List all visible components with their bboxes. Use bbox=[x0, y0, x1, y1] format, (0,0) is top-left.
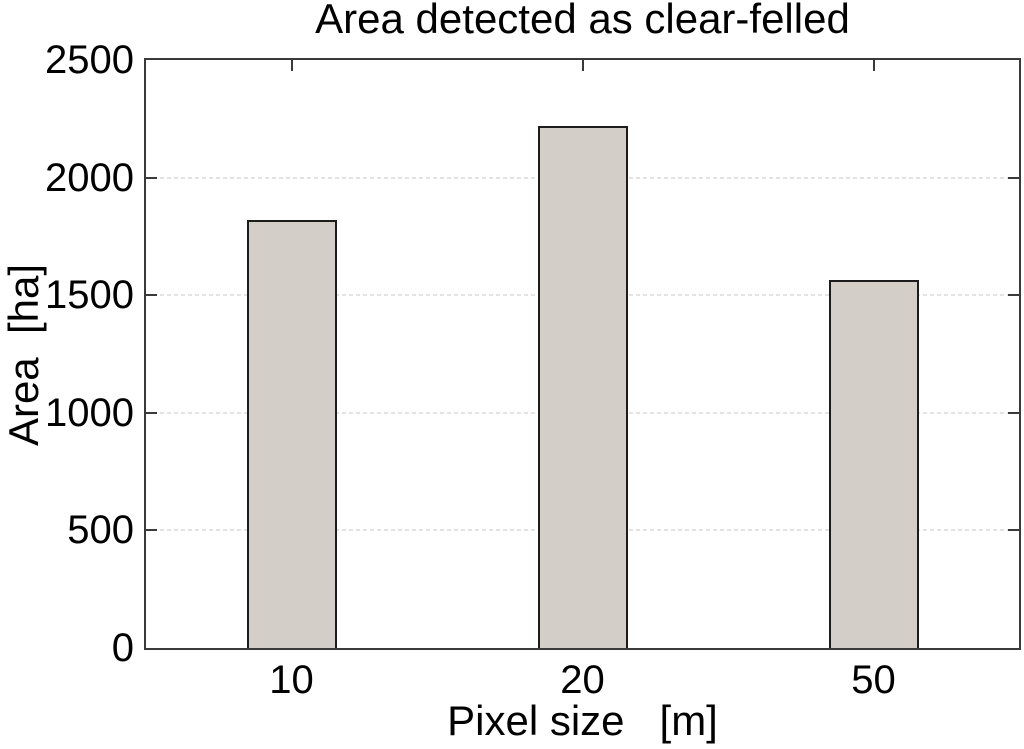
right-tick-y-1000 bbox=[1008, 411, 1019, 414]
y-tick-label-1500: 1500 bbox=[45, 273, 134, 318]
y-tick-label-2500: 2500 bbox=[45, 38, 134, 82]
x-axis-label: Pixel size [m] bbox=[447, 697, 718, 744]
x-tick-label-20: 20 bbox=[560, 658, 605, 702]
right-tick-y-2000 bbox=[1008, 176, 1019, 179]
y-tick-label-500: 500 bbox=[67, 508, 134, 553]
chart-title: Area detected as clear-felled bbox=[315, 0, 850, 42]
right-tick-y-1500 bbox=[1008, 294, 1019, 297]
left-tick-y-500 bbox=[146, 529, 157, 532]
bar-20 bbox=[537, 125, 628, 648]
left-tick-y-1000 bbox=[146, 411, 157, 414]
left-tick-y-1500 bbox=[146, 294, 157, 297]
right-tick-y-500 bbox=[1008, 529, 1019, 532]
x-tick-label-50: 50 bbox=[851, 658, 896, 702]
plot-area bbox=[144, 58, 1021, 650]
bar-10 bbox=[246, 219, 337, 648]
top-tick-x-10 bbox=[290, 60, 293, 71]
top-tick-x-20 bbox=[581, 60, 584, 71]
left-tick-y-2000 bbox=[146, 176, 157, 179]
y-tick-label-2000: 2000 bbox=[45, 155, 134, 200]
x-tick-label-10: 10 bbox=[269, 658, 314, 702]
bar-50 bbox=[828, 279, 919, 648]
y-tick-label-0: 0 bbox=[111, 626, 134, 670]
y-tick-label-1000: 1000 bbox=[45, 390, 134, 435]
top-tick-x-50 bbox=[872, 60, 875, 71]
